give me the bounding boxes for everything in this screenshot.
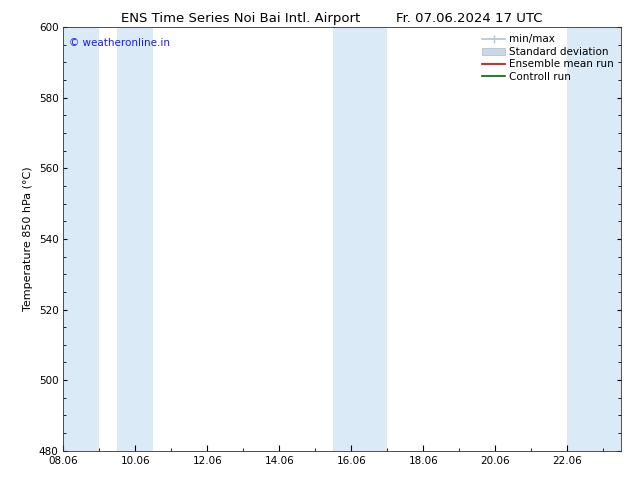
Bar (63, 27, 100, 451)
Bar (333, 27, 387, 451)
Text: © weatheronline.in: © weatheronline.in (69, 38, 170, 48)
Bar (567, 27, 621, 451)
Y-axis label: Temperature 850 hPa (°C): Temperature 850 hPa (°C) (23, 167, 33, 311)
Bar (117, 27, 153, 451)
Text: Fr. 07.06.2024 17 UTC: Fr. 07.06.2024 17 UTC (396, 12, 543, 25)
Legend: min/max, Standard deviation, Ensemble mean run, Controll run: min/max, Standard deviation, Ensemble me… (478, 30, 618, 86)
Text: ENS Time Series Noi Bai Intl. Airport: ENS Time Series Noi Bai Intl. Airport (121, 12, 361, 25)
